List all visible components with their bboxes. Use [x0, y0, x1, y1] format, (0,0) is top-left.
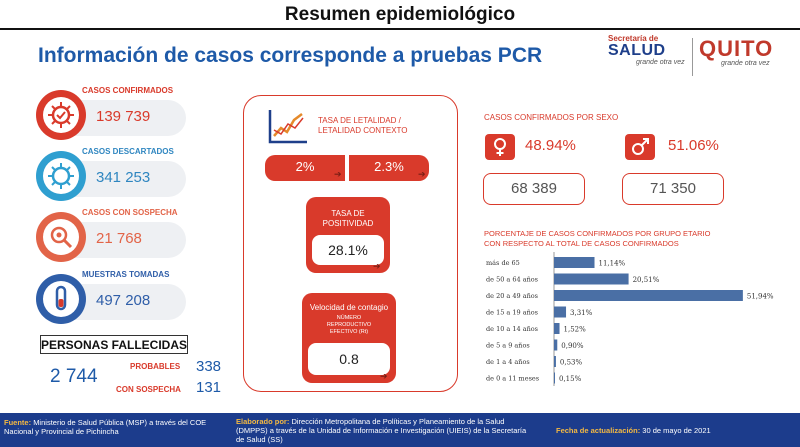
- test-tube-icon: [36, 274, 86, 324]
- category-label: de 0 a 11 meses: [486, 375, 539, 383]
- arrow-icon: ➔: [334, 169, 342, 179]
- tasa-letalidad-value: 2%: [265, 155, 345, 181]
- bar: [554, 323, 560, 334]
- value-label: 51,94%: [747, 293, 774, 301]
- stat-label: CASOS CONFIRMADOS: [82, 86, 174, 95]
- male-pct: 51.06%: [668, 137, 719, 154]
- category-label: de 20 a 49 años: [486, 292, 538, 300]
- stat-label: CASOS CON SOSPECHA: [82, 208, 178, 217]
- female-pct: 48.94%: [525, 137, 576, 154]
- male-icon: [625, 134, 655, 160]
- value-label: 1,52%: [564, 326, 587, 334]
- footer: Fuente: Ministerio de Salud Pública (MSP…: [0, 413, 800, 447]
- category-label: de 5 a 9 años: [486, 342, 530, 350]
- letalidad-label: TASA DE LETALIDAD / LETALIDAD CONTEXTO: [318, 116, 408, 135]
- stat-muestras-tomadas: MUESTRAS TOMADAS 497 208: [36, 270, 186, 328]
- stat-casos-descartados: CASOS DESCARTADOS 341 253: [36, 147, 186, 205]
- bar: [554, 290, 743, 301]
- positividad-card: TASA DE POSITIVIDAD 28.1%: [306, 197, 390, 273]
- sexo-title: CASOS CONFIRMADOS POR SEXO: [484, 113, 619, 122]
- arrow-icon: ➔: [380, 371, 388, 381]
- arrow-icon: ➔: [418, 169, 426, 179]
- probables-label: PROBABLES: [130, 362, 181, 371]
- bar: [554, 339, 558, 351]
- bar: [554, 306, 567, 318]
- sospecha-value: 131: [196, 379, 222, 396]
- category-label: de 10 a 14 años: [486, 325, 538, 333]
- value-label: 20,51%: [633, 276, 660, 284]
- fallecidas-title-box: PERSONAS FALLECIDAS: [40, 335, 188, 354]
- velocidad-card: Velocidad de contagio NÚMERO REPRODUCTIV…: [302, 293, 396, 383]
- age-group-bar-chart: más de 65 11,14% de 50 a 64 años 20,51% de 2…: [486, 252, 774, 386]
- page-title: Información de casos corresponde a prueb…: [38, 44, 543, 67]
- banner-title: Resumen epidemiológico: [284, 4, 516, 25]
- virus-icon: [36, 151, 86, 201]
- value-label: 0,53%: [560, 359, 583, 367]
- probables-value: 338: [196, 358, 222, 375]
- female-icon: [485, 134, 515, 160]
- indicators-panel: [243, 95, 458, 392]
- fallecidas-total: 2 744: [50, 366, 98, 387]
- category-label: de 15 a 19 años: [486, 309, 538, 317]
- category-label: de 1 a 4 años: [486, 358, 530, 366]
- stat-label: CASOS DESCARTADOS: [82, 147, 174, 156]
- sospecha-label: CON SOSPECHA: [116, 385, 181, 394]
- bar: [554, 273, 629, 285]
- fallecidas-title: PERSONAS FALLECIDAS: [41, 338, 188, 352]
- trend-chart-icon: [268, 110, 307, 144]
- stat-value: 21 768: [96, 230, 142, 247]
- magnifier-icon: [36, 212, 86, 262]
- category-label: de 50 a 64 años: [486, 276, 538, 284]
- stat-value: 139 739: [96, 108, 151, 125]
- value-label: 3,31%: [570, 309, 593, 317]
- male-count: 71 350: [622, 173, 724, 205]
- arrow-icon: ➔: [373, 261, 381, 271]
- stat-casos-confirmados: CASOS CONFIRMADOS 139 739: [36, 86, 186, 144]
- bar: [554, 356, 556, 367]
- velocidad-value: 0.8: [308, 343, 390, 375]
- value-label: 0,90%: [561, 342, 584, 350]
- stat-casos-sospecha: CASOS CON SOSPECHA 21 768: [36, 208, 186, 266]
- top-banner: Resumen epidemiológico: [0, 0, 800, 30]
- quito-logo: QUITO grande otra vez: [692, 38, 772, 76]
- bar: [554, 257, 595, 268]
- stat-label: MUESTRAS TOMADAS: [82, 270, 170, 279]
- bar: [554, 372, 555, 384]
- letalidad-contexto-value: 2.3%: [349, 155, 429, 181]
- salud-logo: Secretaría de SALUD grande otra vez: [608, 34, 685, 66]
- value-label: 0,15%: [559, 375, 582, 383]
- positividad-value: 28.1%: [312, 235, 384, 265]
- virus-icon: [36, 90, 86, 140]
- stat-value: 341 253: [96, 169, 151, 186]
- value-label: 11,14%: [599, 260, 626, 268]
- stat-value: 497 208: [96, 292, 151, 309]
- category-label: más de 65: [486, 259, 520, 267]
- age-chart-title: PORCENTAJE DE CASOS CONFIRMADOS POR GRUP…: [484, 229, 711, 248]
- female-count: 68 389: [483, 173, 585, 205]
